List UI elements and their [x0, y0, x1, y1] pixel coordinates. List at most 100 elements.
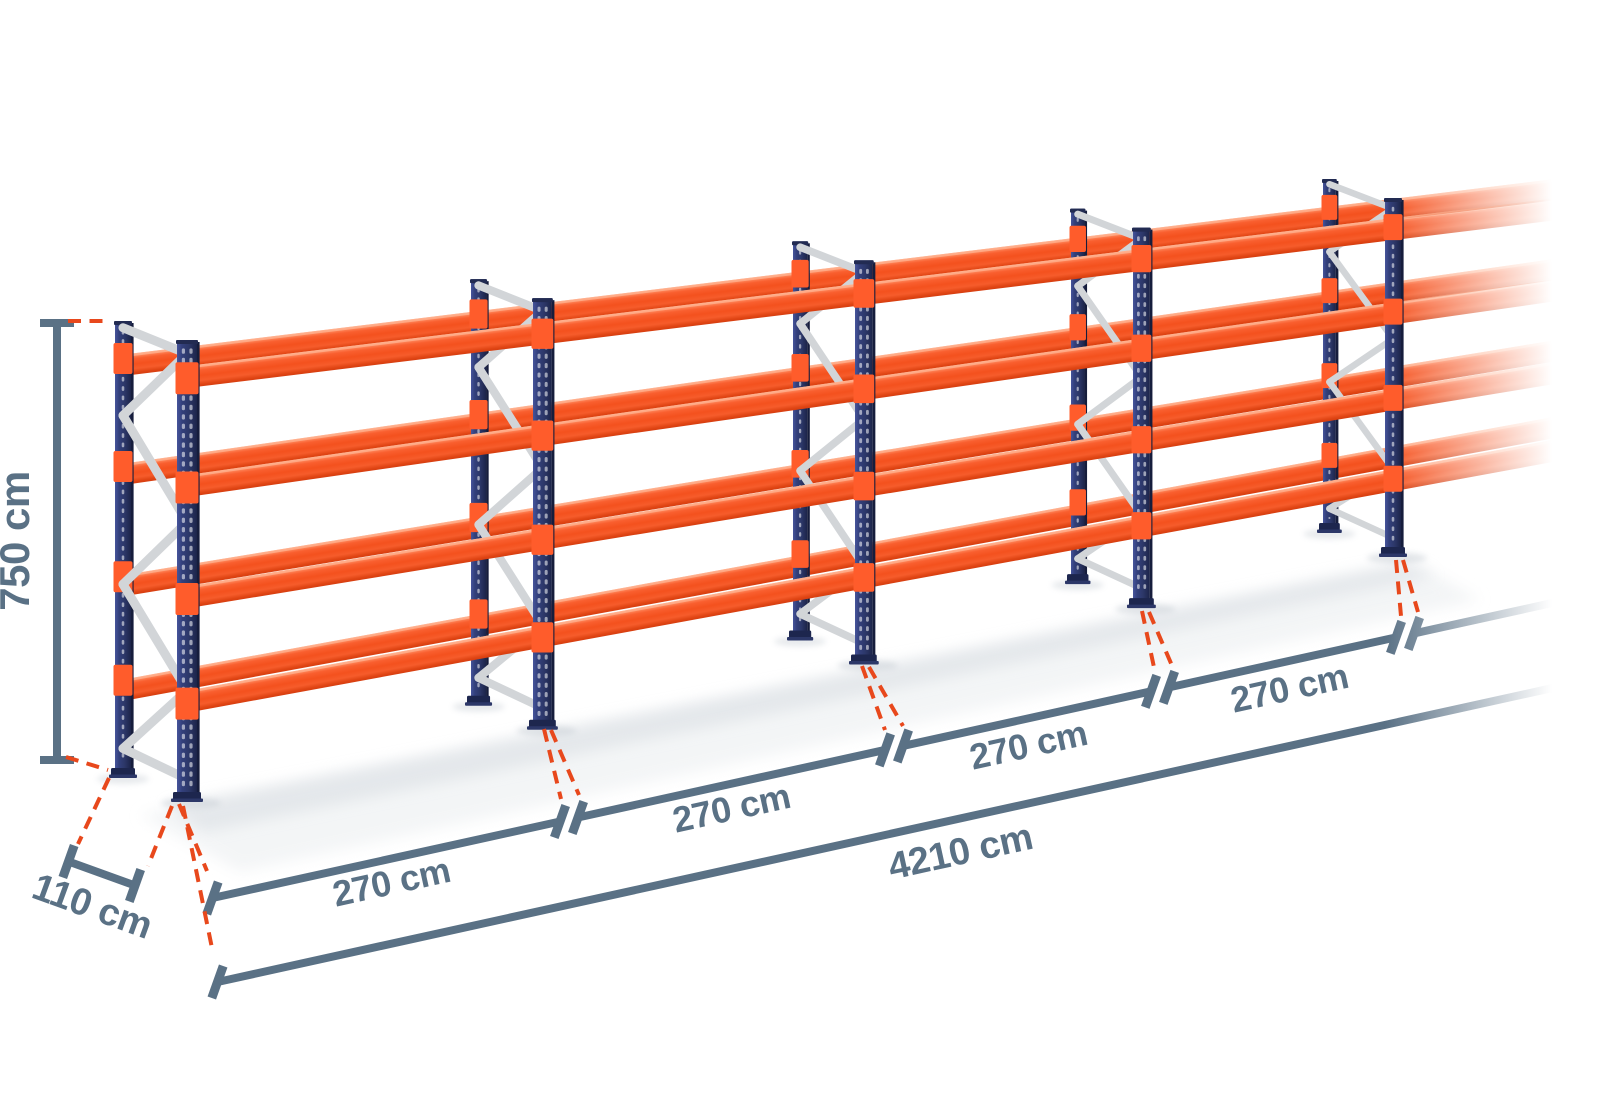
frame-3-back	[787, 241, 814, 641]
dimension-tick	[568, 800, 588, 836]
leader-line	[181, 805, 215, 954]
leader-line	[860, 665, 887, 731]
brace-member	[474, 363, 547, 473]
upright-front-2	[533, 298, 552, 723]
dimension-bays-and-total	[202, 596, 1563, 1000]
upright-back-3-cap	[792, 241, 809, 246]
upright-front-4-foot-plate	[1127, 604, 1156, 609]
upright-front-4-foot	[1129, 598, 1154, 607]
beam-connector-plate	[1383, 384, 1403, 411]
dimension-tick	[202, 880, 223, 916]
beam-front-level-3	[177, 358, 1575, 610]
upright-front-1-foot-plate	[171, 798, 203, 802]
upright-back-4-side	[1084, 210, 1088, 578]
leader-line	[1140, 610, 1157, 673]
brace-member	[796, 243, 868, 277]
beam-back-level-1	[115, 176, 1575, 377]
beam-front-level-4-highlight	[177, 435, 1575, 696]
upright-back-3-foot	[789, 630, 812, 639]
brace-member	[118, 517, 192, 589]
upright-back-2-side	[486, 281, 489, 699]
frame-1-back	[109, 321, 137, 778]
frame-braces	[118, 180, 1397, 784]
beam-connector-plate	[1131, 426, 1152, 454]
beam-connector-plate	[1321, 278, 1338, 304]
beam-connector-plate	[175, 362, 199, 395]
brace-member	[474, 673, 547, 713]
brace-member	[796, 415, 868, 475]
upright-front-2-foot-plate	[527, 726, 558, 730]
beam-connector-plate	[113, 343, 133, 374]
upright-front-1-foot	[173, 792, 201, 800]
brace-member	[118, 744, 192, 784]
beam-connector-plate	[1383, 465, 1403, 492]
upright-back-1-side	[131, 323, 134, 771]
beam-connector-plate	[113, 451, 133, 482]
leader-lines	[65, 319, 1420, 954]
beam-front-level-3-highlight	[177, 358, 1575, 591]
upright-front-5-side	[1401, 199, 1404, 551]
beam-connector-plate	[531, 420, 554, 451]
upright-front-4	[1133, 227, 1150, 602]
upright-front-1-cap	[176, 340, 198, 344]
beam-connector-plate	[1069, 314, 1086, 341]
upright-front-1-side	[197, 342, 200, 795]
upright-back-5	[1323, 178, 1336, 527]
upright-back-2-foot	[467, 695, 491, 704]
foot-shadow	[1303, 529, 1356, 540]
brace-member	[1326, 180, 1397, 212]
upright-front-4-side	[1149, 229, 1153, 602]
front-uprights	[171, 197, 1407, 802]
beam-connector-plate	[531, 622, 554, 653]
dimension-depth-tick	[58, 843, 79, 880]
upright-back-1-foot	[111, 768, 135, 776]
beam-front-level-2-body	[177, 276, 1575, 499]
upright-back-5-foot-plate	[1317, 529, 1342, 534]
upright-back-3-foot-plate	[787, 636, 814, 641]
brace-member	[118, 323, 192, 359]
beam-connector-plate	[1069, 489, 1086, 516]
beam-connector-plate	[469, 599, 488, 629]
brace-member	[118, 579, 192, 695]
brace-member	[474, 281, 547, 316]
upright-back-4-foot	[1067, 574, 1089, 583]
floor-shadow-band	[165, 562, 1435, 832]
beam-connector-plate	[853, 471, 875, 501]
upright-front-5-foot-plate	[1379, 553, 1407, 558]
beam-connector-plate	[791, 540, 809, 568]
beam-connector-plate	[175, 582, 199, 615]
beam-connector-plate	[469, 400, 488, 430]
dimension-bay-line-1	[211, 817, 561, 902]
leader-line	[867, 666, 905, 727]
upright-back-2-cap	[470, 279, 488, 284]
beam-connector-plate	[853, 563, 875, 592]
beam-connector-plate	[531, 524, 554, 555]
beam-connector-plate	[469, 299, 488, 329]
upright-front-1	[177, 340, 197, 795]
beam-connector-plate	[853, 374, 875, 404]
leader-line	[542, 728, 563, 800]
beam-front-level-2	[177, 276, 1575, 499]
dimension-bay-line-4	[1168, 633, 1397, 692]
upright-back-5-side	[1335, 180, 1339, 527]
beam-connector-plate	[1131, 512, 1152, 540]
upright-front-5	[1385, 197, 1401, 551]
beam-connector-plate	[791, 259, 809, 288]
upright-back-4	[1071, 208, 1085, 578]
dimension-bay-line-5	[1413, 596, 1563, 638]
upright-front-5-foot	[1381, 547, 1405, 556]
beam-connector-plate	[791, 353, 809, 382]
upright-back-2-foot-plate	[465, 702, 493, 706]
leader-line	[549, 729, 581, 796]
upright-back-3	[793, 241, 808, 634]
dimension-height	[40, 319, 74, 764]
frame-1-front	[171, 340, 203, 802]
upright-front-2-cap	[532, 298, 553, 303]
beam-front-level-2-highlight	[177, 276, 1575, 480]
dimension-total-line	[216, 682, 1563, 986]
leader-line	[1147, 611, 1175, 669]
leader-line	[65, 755, 109, 772]
foot-shadow	[1051, 580, 1104, 591]
dimension-depth-tick	[125, 867, 145, 904]
